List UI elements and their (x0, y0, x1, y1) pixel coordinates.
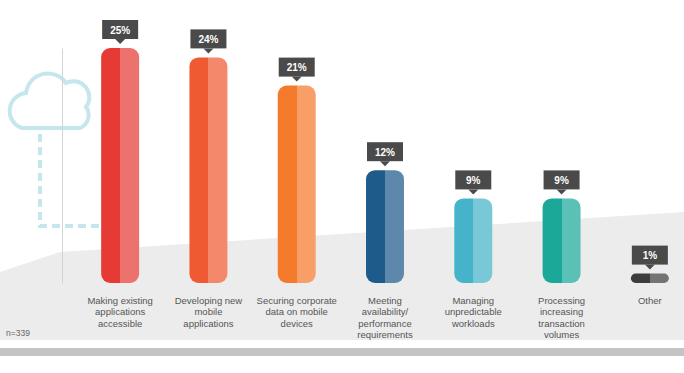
category-label-line: increasing (540, 306, 583, 317)
chart-container: 25%24%21%12%9%9%1%Making existingapplica… (0, 0, 684, 373)
bar (101, 48, 139, 283)
label-pointer (557, 189, 567, 194)
label-box (632, 246, 668, 265)
category-label-line: Developing new (175, 295, 243, 306)
y-axis (62, 49, 63, 284)
label-pointer (645, 265, 655, 270)
category-label-line: performance (358, 318, 411, 329)
category-label-line: applications (183, 318, 233, 329)
category-label-line: Other (638, 295, 662, 306)
label-pointer (380, 161, 390, 166)
category-label: Managingunpredictableworkloads (445, 295, 502, 329)
bar (631, 274, 669, 283)
x-tick: Other (638, 283, 662, 306)
category-label: Meetingavailability/performancerequireme… (357, 295, 413, 340)
category-label-line: volumes (544, 329, 580, 340)
bar (278, 86, 316, 283)
category-label-line: Processing (538, 295, 585, 306)
category-label: Other (638, 295, 662, 306)
bar (454, 198, 492, 283)
label-box (279, 58, 315, 77)
bar (189, 57, 227, 283)
label-box (190, 29, 226, 48)
label-pointer (292, 77, 302, 82)
cloud-icon (10, 73, 90, 128)
category-label-line: transaction (538, 318, 584, 329)
label-box (455, 170, 491, 189)
label-pointer (115, 39, 125, 44)
category-label-line: unpredictable (445, 306, 502, 317)
data-label: 9% (466, 175, 481, 186)
category-label-line: devices (281, 318, 313, 329)
category-label: Developing newmobileapplications (175, 295, 243, 329)
x-tick: Meetingavailability/performancerequireme… (357, 283, 413, 340)
chart-svg: 25%24%21%12%9%9%1%Making existingapplica… (0, 0, 684, 373)
y-axis-line (62, 49, 63, 284)
data-label: 12% (375, 147, 395, 158)
annotation: n=339 (6, 328, 30, 338)
category-label-line: applications (95, 306, 145, 317)
data-label: 9% (554, 175, 569, 186)
label-box (544, 170, 580, 189)
x-axis-line (77, 283, 684, 284)
x-tick: Securing corporatedata on mobiledevices (257, 283, 337, 329)
x-tick: Developing newmobileapplications (175, 283, 243, 329)
category-label: Securing corporatedata on mobiledevices (257, 295, 337, 329)
category-label-line: Securing corporate (257, 295, 337, 306)
label-box (102, 20, 138, 39)
x-tick: Managingunpredictableworkloads (445, 283, 502, 329)
category-label-line: Making existing (87, 295, 152, 306)
x-tick: Making existingapplicationsaccessible (87, 283, 152, 329)
category-label-line: availability/ (362, 306, 409, 317)
floor-edge (0, 348, 684, 356)
x-axis: Making existingapplicationsaccessibleDev… (77, 283, 684, 340)
bar (543, 198, 581, 283)
label-pointer (203, 48, 213, 53)
data-label: 24% (198, 34, 218, 45)
data-label: 21% (287, 62, 307, 73)
data-labels: 25% 24% 21% 12% 9% 9% 1% (102, 20, 668, 270)
category-label: Making existingapplicationsaccessible (87, 295, 152, 329)
label-pointer (468, 189, 478, 194)
data-label: 1% (643, 250, 658, 261)
category-label-line: Managing (452, 295, 494, 306)
x-tick: Processingincreasingtransactionvolumes (538, 283, 585, 340)
category-label: Processingincreasingtransactionvolumes (538, 295, 585, 340)
data-label: 25% (110, 25, 130, 36)
category-label-line: data on mobile (266, 306, 328, 317)
bars (101, 48, 669, 283)
label-box (367, 142, 403, 161)
category-label-line: Meeting (368, 295, 402, 306)
category-label-line: workloads (451, 318, 495, 329)
category-label-line: requirements (357, 329, 413, 340)
bar (366, 170, 404, 283)
category-label-line: accessible (98, 318, 142, 329)
category-label-line: mobile (194, 306, 222, 317)
